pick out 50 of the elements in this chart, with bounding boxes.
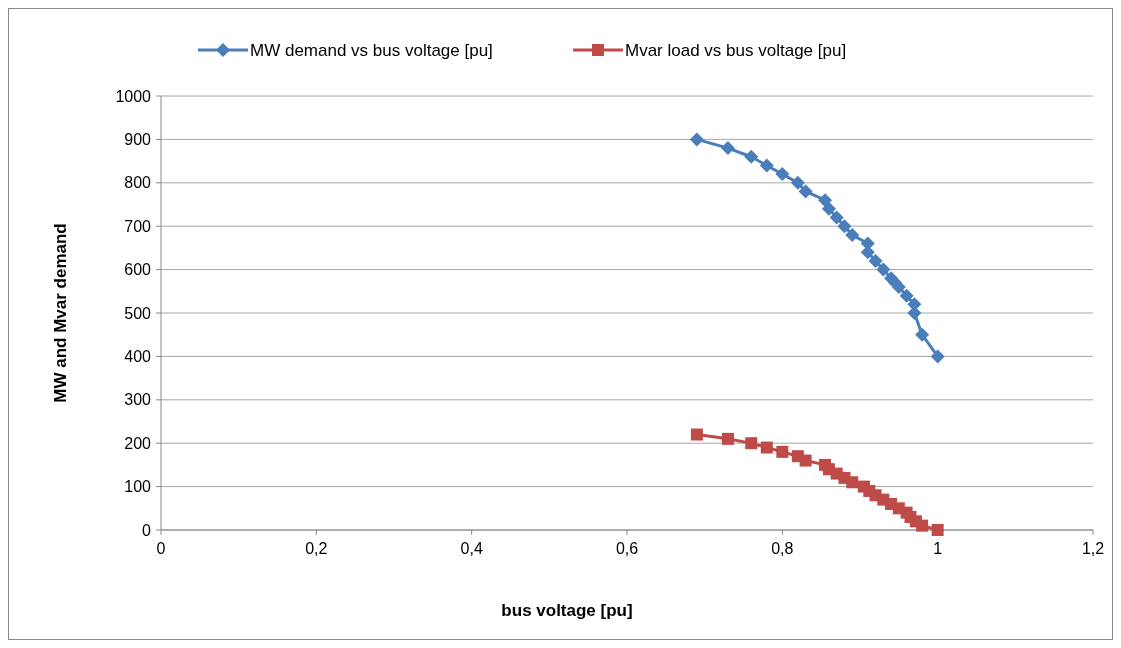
- y-tick-label: 200: [124, 434, 152, 452]
- y-tick-label: 300: [124, 391, 152, 409]
- point: [775, 167, 790, 182]
- x-tick-label: 1: [933, 540, 943, 557]
- point: [721, 432, 734, 445]
- point: [891, 279, 906, 294]
- point: [916, 519, 929, 532]
- x-tick-label: 0: [156, 540, 166, 557]
- x-tick-label: 0,2: [305, 540, 328, 557]
- point: [759, 158, 774, 173]
- point: [689, 132, 704, 147]
- y-tick-label: 1000: [115, 87, 152, 105]
- point: [899, 288, 914, 303]
- point: [818, 193, 833, 208]
- y-axis-title: MW and Mvar demand: [51, 223, 70, 403]
- point: [760, 441, 773, 454]
- point: [837, 219, 852, 234]
- point: [915, 327, 930, 342]
- y-tick-label: 500: [124, 304, 152, 322]
- y-tick-label: 600: [124, 261, 152, 279]
- point: [930, 349, 945, 364]
- point: [745, 437, 758, 450]
- point: [931, 524, 944, 536]
- point: [790, 175, 805, 190]
- x-tick-label: 1,2: [1081, 540, 1105, 557]
- point: [720, 141, 735, 156]
- y-tick-label: 900: [124, 131, 152, 148]
- legend-label: Mvar load vs bus voltage [pu]: [625, 40, 847, 60]
- point: [744, 149, 759, 164]
- point: [845, 227, 860, 242]
- point: [799, 454, 812, 467]
- x-tick-label: 0,4: [460, 540, 483, 557]
- legend-label: MW demand vs bus voltage [pu]: [250, 40, 493, 60]
- point: [776, 445, 789, 458]
- point: [860, 245, 875, 260]
- y-tick-label: 0: [142, 521, 152, 539]
- x-axis-title: bus voltage [pu]: [501, 601, 633, 620]
- y-tick-label: 100: [124, 478, 152, 496]
- y-tick-label: 400: [124, 348, 152, 365]
- point: [821, 201, 836, 216]
- x-tick-label: 0,6: [615, 540, 639, 557]
- point: [690, 428, 703, 441]
- y-tick-label: 800: [124, 174, 152, 192]
- point: [798, 184, 813, 199]
- point: [876, 262, 891, 277]
- y-tick-label: 700: [124, 217, 152, 235]
- point: [829, 210, 844, 225]
- point: [907, 306, 922, 320]
- point: [868, 253, 883, 268]
- x-tick-label: 0,8: [771, 540, 794, 557]
